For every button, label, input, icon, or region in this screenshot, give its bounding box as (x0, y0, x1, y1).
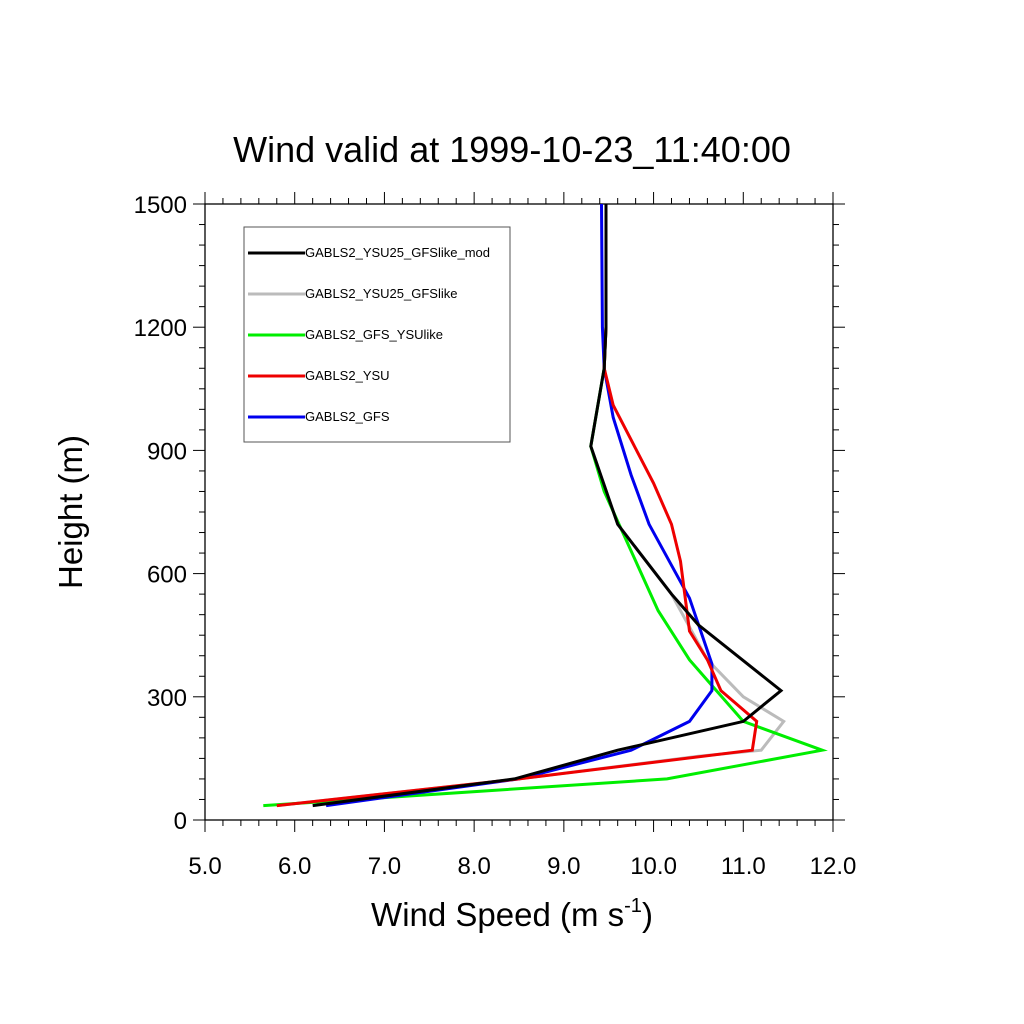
y-tick-label: 1200 (134, 315, 187, 342)
chart-title: Wind valid at 1999-10-23_11:40:00 (233, 129, 791, 170)
y-tick-label: 1500 (134, 192, 187, 219)
x-axis-label-main: Wind Speed (m s (371, 896, 624, 933)
tick-labels: 5.0 6.0 7.0 8.0 9.0 10.0 11.0 12.0 0 300 600 900 120… (134, 192, 857, 880)
series-layer (263, 203, 828, 808)
y-axis-label: Height (m) (52, 435, 89, 589)
axis-ticks (193, 192, 845, 832)
x-tick-label: 5.0 (188, 853, 221, 880)
legend-label: GABLS2_YSU (305, 368, 390, 383)
x-tick-label: 10.0 (630, 853, 677, 880)
legend-label: GABLS2_GFS (305, 409, 390, 424)
x-tick-label: 11.0 (721, 853, 766, 880)
y-tick-label: 900 (147, 438, 187, 465)
y-tick-label: 0 (174, 808, 187, 835)
series-line-gabls2-ysu25-gfslike-mod (312, 204, 784, 808)
legend-label: GABLS2_YSU25_GFSlike_mod (305, 245, 490, 260)
series-line-gabls2-ysu (276, 204, 759, 808)
y-tick-label: 300 (147, 685, 187, 712)
x-axis-label-close: ) (642, 896, 653, 933)
legend-label: GABLS2_GFS_YSUlike (305, 327, 443, 342)
legend-label: GABLS2_YSU25_GFSlike (305, 286, 457, 301)
x-axis-label: Wind Speed (m s-1) (371, 895, 653, 933)
x-tick-label: 6.0 (278, 853, 311, 880)
x-tick-label: 9.0 (547, 853, 580, 880)
x-tick-label: 8.0 (457, 853, 490, 880)
legend: GABLS2_YSU25_GFSlike_mod GABLS2_YSU25_GFS… (243, 226, 511, 443)
y-tick-label: 600 (147, 562, 187, 589)
x-axis-label-superscript: -1 (624, 895, 642, 917)
x-tick-label: 12.0 (810, 853, 857, 880)
x-tick-label: 7.0 (368, 853, 401, 880)
